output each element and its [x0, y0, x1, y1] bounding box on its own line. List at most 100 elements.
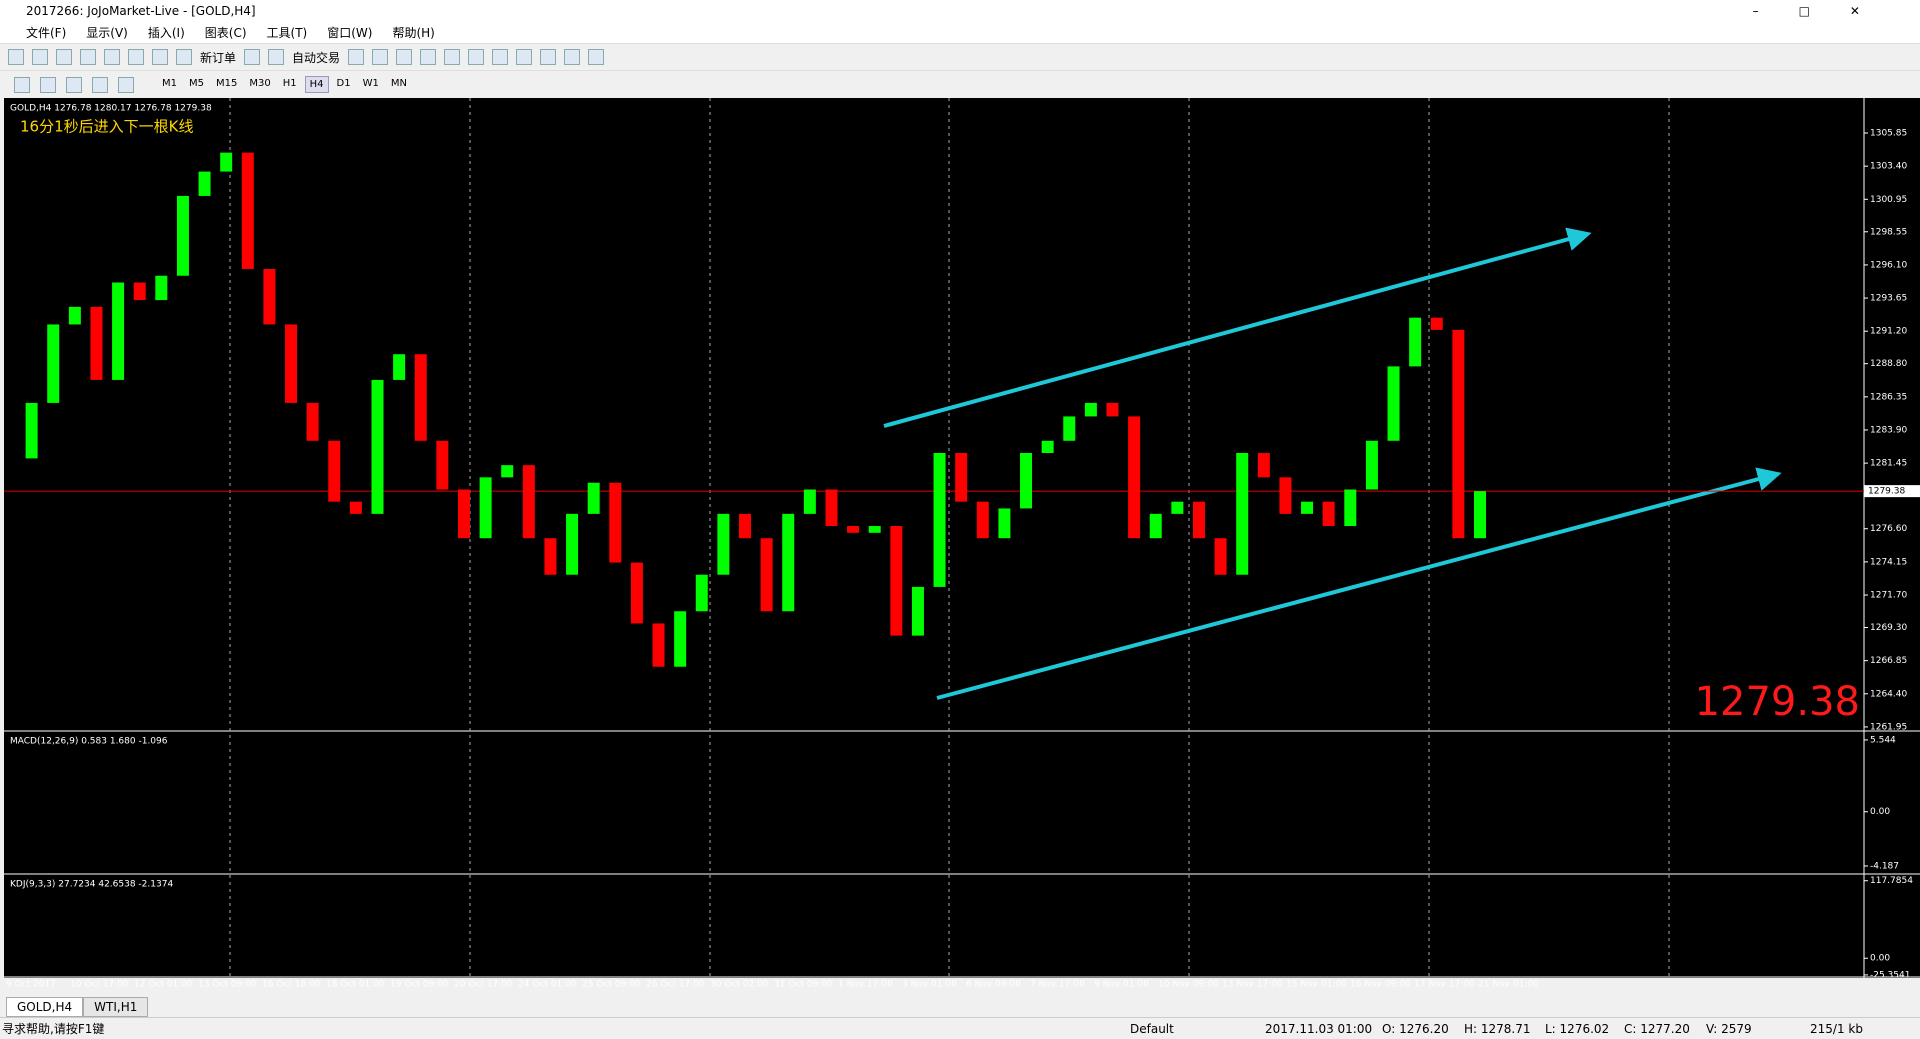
icon[interactable]	[516, 49, 533, 65]
x-tick-label: 12 Oct 01:00	[134, 980, 193, 990]
timeframe-button[interactable]: MN	[390, 78, 407, 89]
icon[interactable]	[444, 49, 461, 65]
candle	[306, 402, 319, 441]
text-tool[interactable]	[118, 76, 134, 93]
timeframe-button[interactable]: D1	[336, 78, 351, 89]
y-tick-label: 1261.95	[1870, 722, 1907, 732]
candle	[457, 489, 470, 539]
candle	[349, 501, 362, 514]
icon[interactable]	[348, 49, 365, 65]
chart-tab[interactable]: WTI,H1	[83, 996, 149, 1017]
menu-item[interactable]: 插入(I)	[147, 26, 185, 40]
icon[interactable]	[492, 49, 509, 65]
y-tick-label: 1288.80	[1870, 359, 1907, 369]
x-tick-label: 19 Oct 09:00	[390, 980, 449, 990]
candle	[760, 538, 773, 612]
candle	[825, 489, 838, 527]
icon[interactable]	[8, 49, 24, 65]
countdown: 16分1秒后进入下一根K线	[20, 118, 193, 136]
candle	[263, 268, 276, 325]
candle	[522, 465, 535, 539]
candle	[695, 574, 708, 612]
candle	[1365, 440, 1378, 490]
auto-trading-button[interactable]: 自动交易	[292, 50, 341, 65]
timeframe-button[interactable]: M5	[189, 78, 204, 89]
candle	[717, 513, 730, 575]
timeframe-button[interactable]: W1	[362, 78, 379, 89]
candle	[587, 482, 600, 514]
timeframe-button[interactable]: H4	[304, 76, 329, 93]
icon[interactable]	[588, 49, 605, 65]
menu-item[interactable]: 工具(T)	[266, 26, 308, 40]
candle	[414, 354, 427, 441]
trend-tool[interactable]	[92, 76, 108, 93]
candle	[1452, 329, 1465, 539]
candle	[90, 306, 103, 380]
candle	[25, 402, 38, 459]
y-tick-label: 1283.90	[1870, 425, 1907, 435]
new-order-button[interactable]: 新订单	[200, 50, 237, 65]
candle	[1063, 416, 1076, 441]
cursor-tool[interactable]	[14, 76, 30, 93]
toolbar: 新订单 自动交易	[0, 44, 1920, 71]
candle	[501, 465, 514, 478]
x-tick-label: 17 Nov 17:00	[1414, 980, 1475, 990]
candle	[1149, 513, 1162, 539]
candle	[998, 508, 1011, 539]
icon[interactable]	[32, 49, 48, 65]
x-tick-label: 13 Oct 09:00	[198, 980, 257, 990]
icon[interactable]	[540, 49, 557, 65]
chart-tab[interactable]: GOLD,H4	[6, 996, 84, 1017]
x-tick-label: 25 Oct 09:00	[582, 980, 641, 990]
candle	[1474, 491, 1486, 539]
window-controls[interactable]: –□✕	[1752, 4, 1900, 18]
menu-item[interactable]: 文件(F)	[26, 26, 67, 40]
menu-item[interactable]: 图表(C)	[204, 26, 247, 40]
bar-volume: V: 2579	[1706, 1021, 1752, 1036]
x-tick-label: 9 Oct 2017	[6, 980, 56, 990]
x-tick-label: 15 Nov 01:00	[1286, 980, 1347, 990]
line-tool[interactable]	[66, 76, 82, 93]
icon[interactable]	[104, 49, 120, 65]
icon[interactable]	[56, 49, 72, 65]
timeframe-button[interactable]: H1	[282, 78, 297, 89]
icon[interactable]	[420, 49, 437, 65]
candle	[1344, 489, 1357, 527]
candle	[1192, 501, 1205, 539]
price-tag-label: 1279.38	[1868, 487, 1905, 497]
timeframe-button[interactable]: M15	[216, 78, 238, 89]
timeframe-button[interactable]: M30	[249, 78, 271, 89]
icon[interactable]	[372, 49, 389, 65]
menu-item[interactable]: 帮助(H)	[392, 26, 435, 40]
menu-item[interactable]: 窗口(W)	[327, 26, 373, 40]
menu-item[interactable]: 显示(V)	[86, 26, 128, 40]
icon[interactable]	[80, 49, 96, 65]
icon[interactable]	[128, 49, 144, 65]
icon[interactable]	[152, 49, 168, 65]
y-tick-label: 1300.95	[1870, 195, 1907, 205]
timeframe-button[interactable]: M1	[162, 78, 177, 89]
y-tick-label: 1303.40	[1870, 162, 1907, 172]
candle	[1128, 416, 1141, 539]
x-tick-label: 26 Oct 17:00	[646, 980, 705, 990]
crosshair-tool[interactable]	[40, 76, 56, 93]
x-tick-label: 20 Oct 17:00	[454, 980, 513, 990]
icon[interactable]	[468, 49, 485, 65]
y-tick-label: 1286.35	[1870, 392, 1907, 402]
y-tick-label: 1264.40	[1870, 689, 1907, 699]
icon[interactable]	[396, 49, 413, 65]
chart-info: GOLD,H4 1276.78 1280.17 1276.78 1279.38	[10, 104, 212, 114]
candle	[911, 586, 924, 636]
candle	[1171, 501, 1184, 514]
y-tick-label: 1276.60	[1870, 524, 1907, 534]
x-tick-label: 30 Oct 02:00	[710, 980, 769, 990]
candle	[1387, 366, 1400, 441]
candle	[609, 482, 622, 563]
macd-label: MACD(12,26,9) 0.583 1.680 -1.096	[10, 737, 168, 747]
candle	[1430, 317, 1443, 330]
candle	[198, 171, 211, 196]
icon[interactable]	[564, 49, 581, 65]
candle	[1020, 452, 1033, 509]
help-text: 寻求帮助,请按F1键	[2, 1022, 105, 1036]
